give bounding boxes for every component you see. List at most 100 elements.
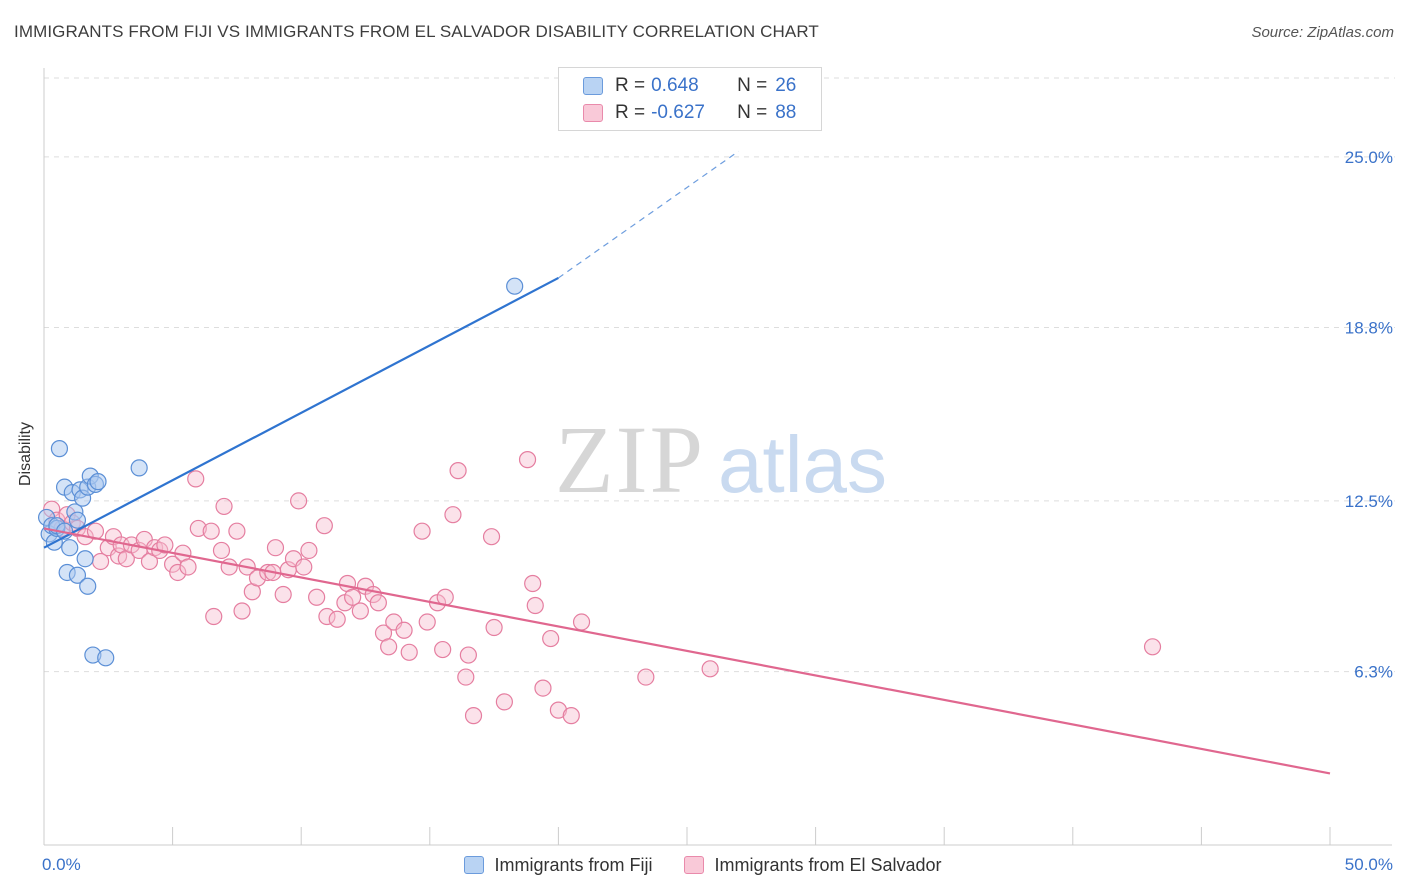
elsalvador-point <box>457 668 475 686</box>
axes <box>43 68 1392 846</box>
legend-elsalvador-label: Immigrants from El Salvador <box>714 854 942 875</box>
elsalvador-point <box>418 613 436 631</box>
elsalvador-trend-line <box>43 527 1331 775</box>
x-tick-labels: 0.0% 50.0% <box>42 855 1393 874</box>
fiji-r-label: R = <box>615 75 646 96</box>
elsalvador-r-value: -0.627 <box>651 102 705 123</box>
fiji-n-value: 26 <box>775 75 797 96</box>
elsalvador-swatch <box>583 104 603 122</box>
elsalvador-n-value: 88 <box>775 102 797 123</box>
elsalvador-point <box>562 707 580 725</box>
y-tick-label: 25.0% <box>1345 148 1393 167</box>
correlation-legend: R = 0.648 N = 26 R = -0.627 N = 88 <box>558 67 822 131</box>
fiji-point <box>68 566 87 584</box>
elsalvador-point <box>318 607 336 626</box>
elsalvador-point <box>444 506 462 524</box>
trend-lines <box>43 150 1331 775</box>
fiji-swatch <box>583 77 603 95</box>
elsalvador-point <box>542 629 560 648</box>
chart-title: IMMIGRANTS FROM FIJI VS IMMIGRANTS FROM … <box>14 22 819 41</box>
elsalvador-point <box>351 602 369 620</box>
elsalvador-point <box>524 574 542 593</box>
elsalvador-point <box>295 558 313 576</box>
elsalvador-point <box>464 707 483 725</box>
legend-fiji-label: Immigrants from Fiji <box>494 854 653 875</box>
elsalvador-r-label: R = <box>615 102 646 123</box>
elsalvador-point <box>290 492 308 510</box>
elsalvador-point <box>485 618 503 637</box>
elsalvador-point <box>212 541 231 560</box>
grid-lines <box>44 77 1395 673</box>
elsalvador-point <box>395 621 413 639</box>
elsalvador-point <box>459 646 477 664</box>
elsalvador-point <box>526 596 544 615</box>
y-tick-label: 18.8% <box>1345 318 1393 337</box>
watermark-zip: ZIP <box>555 406 705 513</box>
elsalvador-point <box>495 693 513 711</box>
source-label: Source: ZipAtlas.com <box>1251 24 1394 41</box>
elsalvador-point <box>205 607 223 626</box>
fiji-trend-line <box>43 276 559 549</box>
elsalvador-point <box>449 462 467 480</box>
series-fiji-points <box>37 277 524 667</box>
watermark-atlas: atlas <box>718 420 887 509</box>
elsalvador-point <box>549 701 568 719</box>
elsalvador-point <box>572 613 591 631</box>
legend-elsalvador-swatch <box>684 856 705 874</box>
elsalvador-point <box>1143 638 1162 656</box>
fiji-n-label: N = <box>737 75 768 96</box>
elsalvador-point <box>274 585 292 604</box>
elsalvador-n-label: N = <box>737 102 768 123</box>
fiji-point <box>89 473 107 491</box>
elsalvador-point <box>344 588 362 606</box>
fiji-point <box>97 649 115 667</box>
legend-item-fiji[interactable]: Immigrants from Fiji <box>464 855 652 876</box>
elsalvador-point <box>534 679 552 697</box>
fiji-point <box>506 277 524 295</box>
elsalvador-point <box>233 602 251 620</box>
elsalvador-point <box>169 563 187 582</box>
legend-item-elsalvador[interactable]: Immigrants from El Salvador <box>684 854 942 876</box>
series-legend: Immigrants from Fiji Immigrants from El … <box>0 852 1406 878</box>
elsalvador-point <box>266 539 285 557</box>
elsalvador-point <box>215 497 233 516</box>
elsalvador-point <box>308 588 326 606</box>
fiji-trend-extension <box>558 150 739 279</box>
elsalvador-point <box>701 660 719 678</box>
fiji-point <box>79 577 97 595</box>
elsalvador-point <box>328 610 346 628</box>
fiji-point <box>76 550 94 568</box>
fiji-point <box>130 459 148 477</box>
elsalvador-point <box>315 517 333 535</box>
legend-row-elsalvador: R = -0.627 N = 88 <box>583 100 796 126</box>
elsalvador-point <box>228 522 246 540</box>
x-tick-label-end: 50.0% <box>1345 855 1393 874</box>
elsalvador-point <box>380 638 398 656</box>
elsalvador-point <box>369 594 387 612</box>
elsalvador-point <box>220 558 238 576</box>
elsalvador-point <box>189 519 207 538</box>
elsalvador-point <box>637 668 655 686</box>
elsalvador-point <box>482 528 501 546</box>
elsalvador-point <box>413 522 431 540</box>
y-tick-labels: 6.3% 12.5% 18.8% 25.0% <box>1345 148 1393 682</box>
elsalvador-point <box>179 558 197 576</box>
legend-row-fiji: R = 0.648 N = 26 <box>583 73 796 99</box>
elsalvador-point <box>156 536 174 554</box>
watermark: ZIP atlas <box>555 406 887 513</box>
y-tick-label: 6.3% <box>1354 663 1393 682</box>
elsalvador-point <box>518 451 537 469</box>
elsalvador-point <box>202 522 220 540</box>
elsalvador-point <box>400 643 418 661</box>
fiji-point <box>61 539 79 557</box>
elsalvador-point <box>187 470 205 488</box>
legend-fiji-swatch <box>464 856 485 874</box>
x-tick-label-start: 0.0% <box>42 855 81 874</box>
fiji-point <box>50 440 69 458</box>
y-tick-label: 12.5% <box>1345 492 1393 511</box>
fiji-r-value: 0.648 <box>651 75 699 96</box>
elsalvador-point <box>300 541 318 560</box>
elsalvador-point <box>434 640 452 659</box>
fiji-point <box>68 511 87 529</box>
